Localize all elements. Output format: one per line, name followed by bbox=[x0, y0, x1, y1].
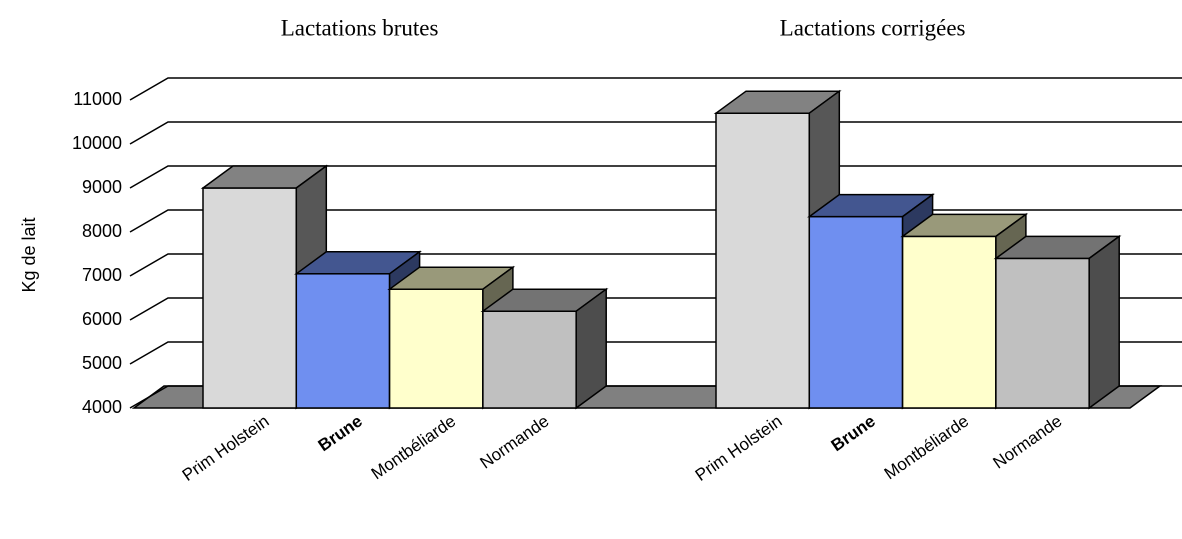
bar-front bbox=[388, 288, 484, 409]
group-title: Lactations corrigées bbox=[780, 15, 966, 40]
bar-front bbox=[715, 112, 811, 409]
x-tick-label: Brune bbox=[828, 411, 879, 455]
y-tick-label: 5000 bbox=[82, 353, 122, 373]
x-tick-label: Brune bbox=[315, 411, 366, 455]
x-tick-label: Prim Holstein bbox=[179, 411, 273, 485]
y-tick-label: 4000 bbox=[82, 397, 122, 417]
y-tick-label: 7000 bbox=[82, 265, 122, 285]
x-tick-label: Prim Holstein bbox=[692, 411, 786, 485]
bar-front bbox=[202, 187, 298, 409]
y-tick-label: 11000 bbox=[73, 89, 122, 109]
x-tick-label: Montbéliarde bbox=[368, 411, 459, 483]
bar-front bbox=[482, 310, 577, 409]
bar-side bbox=[575, 287, 607, 410]
x-tick-label: Normande bbox=[476, 411, 552, 472]
y-axis-title: Kg de lait bbox=[19, 217, 39, 292]
x-tick-label: Montbéliarde bbox=[881, 411, 972, 483]
grid-line bbox=[129, 165, 1182, 189]
y-tick-label: 9000 bbox=[82, 177, 122, 197]
bar-side bbox=[1088, 234, 1120, 410]
x-tick-label: Normande bbox=[989, 411, 1065, 472]
y-tick-label: 8000 bbox=[82, 221, 122, 241]
bar-front bbox=[295, 273, 391, 409]
grid-line bbox=[129, 77, 1182, 101]
group-title: Lactations brutes bbox=[281, 15, 439, 40]
bar-front bbox=[901, 235, 997, 409]
grid-line bbox=[129, 121, 1182, 145]
y-tick-label: 6000 bbox=[82, 309, 122, 329]
bar-front bbox=[995, 257, 1090, 409]
y-tick-label: 10000 bbox=[72, 133, 122, 153]
bar-front bbox=[808, 215, 904, 409]
